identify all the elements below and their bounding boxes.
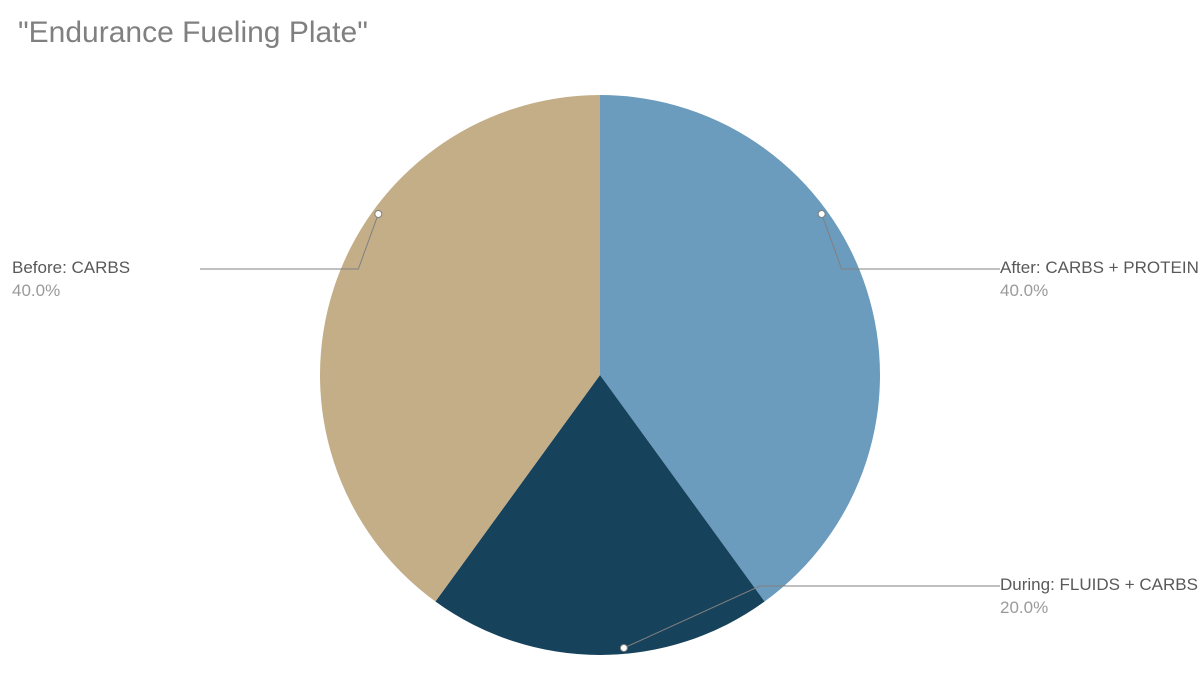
slice-label: During: FLUIDS + CARBS 20.0%: [1000, 575, 1198, 617]
slice-label: Before: CARBS 40.0%: [12, 258, 130, 300]
slice-label-text: During: FLUIDS + CARBS: [1000, 575, 1198, 594]
pie-chart: After: CARBS + PROTEIN 40.0% During: FLUID…: [0, 0, 1200, 692]
slice-label-text: Before: CARBS: [12, 258, 130, 277]
leader-dot: [620, 644, 627, 651]
slice-pct-text: 40.0%: [1000, 281, 1048, 300]
slice-label-text: After: CARBS + PROTEIN: [1000, 258, 1199, 277]
slice-pct-text: 20.0%: [1000, 598, 1048, 617]
slice-label: After: CARBS + PROTEIN 40.0%: [1000, 258, 1199, 300]
leader-dot: [818, 210, 825, 217]
slice-pct-text: 40.0%: [12, 281, 60, 300]
leader-dot: [375, 210, 382, 217]
